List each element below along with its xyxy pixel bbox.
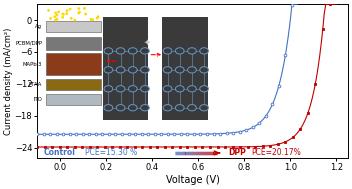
Text: Control: Control <box>44 148 76 157</box>
X-axis label: Voltage (V): Voltage (V) <box>165 175 219 185</box>
Y-axis label: Current density (mA/cm²): Current density (mA/cm²) <box>4 27 13 135</box>
Text: PCE=20.17%: PCE=20.17% <box>251 148 301 157</box>
Text: PCE=15.30 %: PCE=15.30 % <box>86 148 138 157</box>
Text: DPP: DPP <box>228 148 246 157</box>
